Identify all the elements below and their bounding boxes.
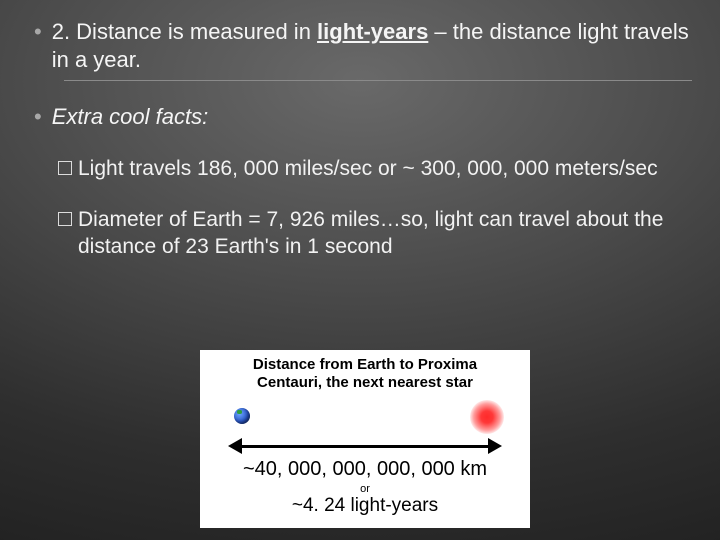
distance-lightyears: ~4. 24 light-years bbox=[210, 495, 520, 517]
fact-a-text: Light travels 186, 000 miles/sec or ~ 30… bbox=[78, 155, 658, 182]
distance-diagram: Distance from Earth to Proxima Centauri,… bbox=[200, 350, 530, 528]
fact-b-text: Diameter of Earth = 7, 926 miles…so, lig… bbox=[78, 206, 692, 260]
diagram-title-line2: Centauri, the next nearest star bbox=[257, 374, 473, 391]
diagram-title: Distance from Earth to Proxima Centauri,… bbox=[210, 356, 520, 392]
fact-b-row: Diameter of Earth = 7, 926 miles…so, lig… bbox=[58, 206, 692, 260]
main-prefix: 2. Distance is measured in bbox=[52, 19, 317, 44]
divider bbox=[64, 80, 692, 81]
double-arrow-icon bbox=[228, 436, 502, 456]
extra-bullet-row: • Extra cool facts: bbox=[28, 103, 692, 131]
extra-heading: Extra cool facts: bbox=[52, 103, 209, 131]
diagram-title-line1: Distance from Earth to Proxima bbox=[253, 356, 477, 373]
main-keyword: light-years bbox=[317, 19, 428, 44]
diagram-bodies bbox=[210, 396, 520, 436]
bullet-dot-icon: • bbox=[34, 103, 42, 131]
earth-icon bbox=[234, 408, 250, 424]
star-icon bbox=[470, 400, 504, 434]
fact-a-row: Light travels 186, 000 miles/sec or ~ 30… bbox=[58, 155, 692, 182]
square-bullet-icon bbox=[58, 161, 72, 175]
main-bullet-text: 2. Distance is measured in light-years –… bbox=[52, 18, 692, 74]
square-bullet-icon bbox=[58, 212, 72, 226]
main-bullet-row: • 2. Distance is measured in light-years… bbox=[28, 18, 692, 74]
distance-or: or bbox=[210, 483, 520, 495]
bullet-dot-icon: • bbox=[34, 18, 42, 46]
distance-km: ~40, 000, 000, 000, 000 km bbox=[210, 458, 520, 481]
